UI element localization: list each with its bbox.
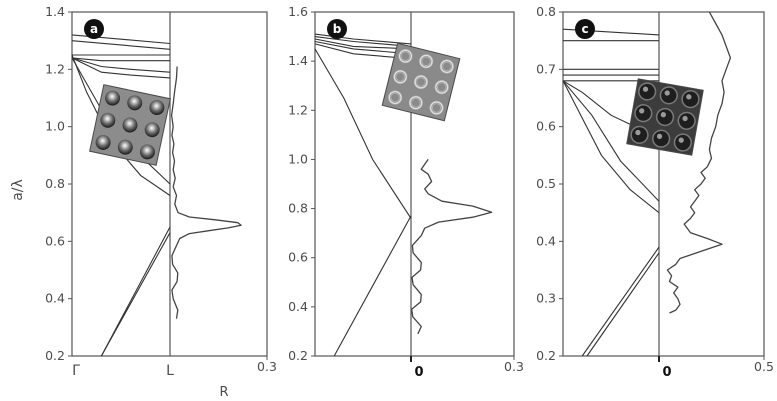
y-tick-label: 0.3 [536,291,556,306]
y-axis-label: a/λ [10,179,26,201]
reflectance-series-line [666,11,732,314]
y-tick-label: 0.2 [536,348,556,363]
x-tick-label-zero: 0 [414,365,423,380]
inverse-opal-structure-a-image [89,84,171,166]
y-tick-label: 0.8 [536,4,556,19]
band-axis-label-l: L [166,363,174,379]
band-line [586,252,660,357]
y-tick-label: 0.2 [45,348,65,363]
y-tick-label: 0.6 [536,119,556,134]
y-tick-label: 1.2 [288,102,308,117]
band-line [314,40,412,55]
band-line [71,57,170,62]
band-line [314,48,412,219]
y-tick-label: 1.2 [45,61,65,76]
panel-label-badge [327,19,347,39]
y-tick-label: 1.4 [45,4,65,19]
band-line [71,40,171,50]
y-tick-label: 1.6 [288,4,308,19]
band-line [71,57,171,73]
reflectance-series-line [170,66,242,319]
inverse-opal-structure-c-image [626,78,704,156]
inverse-opal-structure-b-image [381,42,461,122]
y-tick-label: 0.4 [45,291,65,306]
x-tick-label-max: 0.5 [754,359,774,374]
x-tick-label-max: 0.3 [504,359,524,374]
y-tick-label: 0.2 [288,348,308,363]
panel-label: c [581,22,588,36]
band-line [581,246,660,357]
panel-c: 0.2 0.3 0.4 0.5 0.6 0.7 0.8 0 0.5 c [536,4,774,380]
band-line [314,33,412,45]
panel-frame [314,11,515,357]
panel-label: b [333,22,342,36]
band-line [562,80,660,214]
y-tick-label: 0.4 [288,299,308,314]
panel-label: a [90,22,98,36]
reflectance-series-line [411,159,493,335]
y-tick-label: 0.8 [288,201,308,216]
y-tick-label: 0.5 [536,176,556,191]
y-tick-label: 0.4 [536,233,556,248]
y-tick-label: 1.0 [45,119,65,134]
x-tick-label-zero: 0 [662,365,671,380]
y-tick-label: 0.7 [536,61,556,76]
panel-b: 0.2 0.4 0.6 0.8 1.0 1.2 1.4 1.6 0 0.3 b [288,4,524,380]
band-line [71,57,171,79]
panel-label-badge [84,19,104,39]
y-tick-label: 1.4 [288,53,308,68]
y-tick-label: 0.6 [45,233,65,248]
panel-label-badge [575,19,595,39]
x-axis-label-reflectance: R [219,385,228,400]
band-line [314,38,412,50]
panel-a: 0.2 0.4 0.6 0.8 1.0 1.2 1.4 Γ L 0.3 a [45,4,277,379]
band-line [100,226,171,357]
band-line [333,215,412,357]
y-tick-label: 0.6 [288,250,308,265]
panel-frame [562,11,765,357]
x-tick-label-max: 0.3 [257,359,277,374]
band-line [314,43,412,60]
y-tick-label: 1.0 [288,151,308,166]
y-tick-label: 0.8 [45,176,65,191]
band-line [314,36,412,47]
band-line [562,80,660,202]
band-axis-label-gamma: Γ [72,363,80,379]
